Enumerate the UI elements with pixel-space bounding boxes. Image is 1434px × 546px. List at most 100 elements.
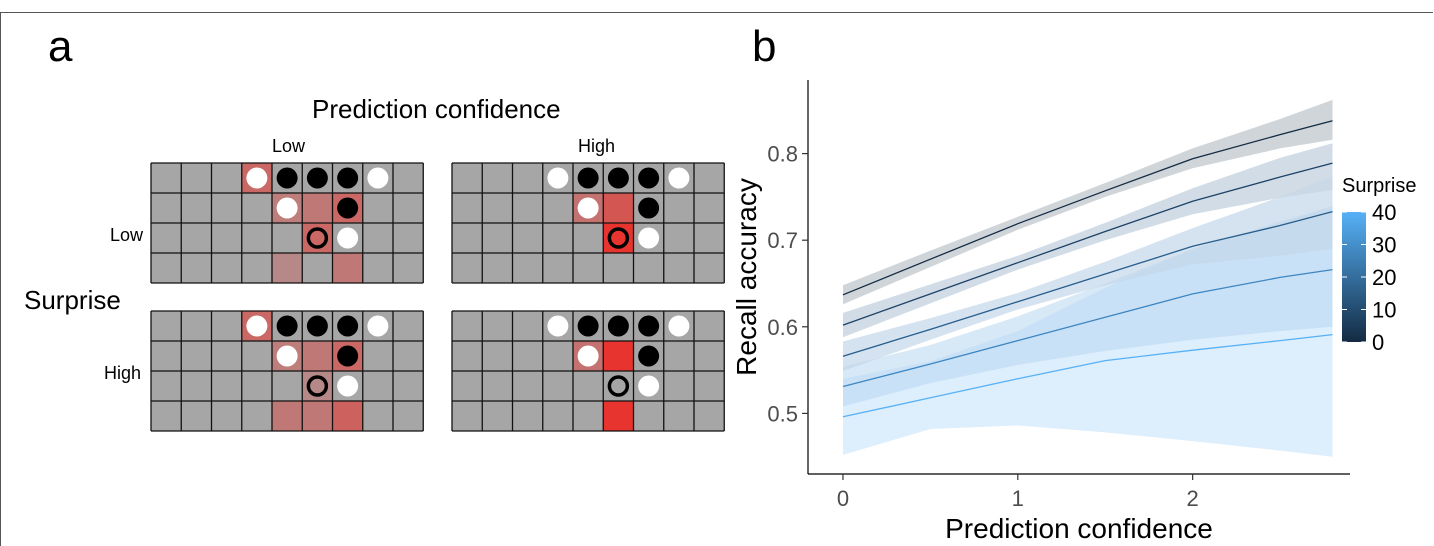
target-ring <box>607 375 630 397</box>
highlighted-cell <box>603 401 634 431</box>
black-disc <box>337 197 359 219</box>
white-disc <box>276 345 298 367</box>
highlighted-cell <box>332 401 363 431</box>
highlighted-cell <box>272 401 303 431</box>
black-disc <box>638 315 660 337</box>
grid-low-confidence-high-surprise <box>150 310 424 432</box>
ci-band-surprise-20 <box>843 176 1333 371</box>
grid-cell <box>512 401 543 431</box>
y-tick-label: 0.6 <box>767 315 798 340</box>
black-disc <box>337 345 359 367</box>
grid-cell <box>241 253 272 283</box>
grid-cell <box>151 253 182 283</box>
panel-a-row-label-high: High <box>104 363 142 383</box>
grid-cell <box>362 223 393 253</box>
x-axis-title: Prediction confidence <box>945 513 1213 544</box>
grid-cell <box>482 223 513 253</box>
grid-cell <box>393 163 424 193</box>
grid-cell <box>542 341 573 371</box>
grid-cell <box>452 311 483 341</box>
panel-a-row-label-low: Low <box>110 225 144 245</box>
grid-cell <box>694 163 725 193</box>
grid-cell <box>482 311 513 341</box>
grid-low-confidence-low-surprise <box>150 162 424 284</box>
grid-cell <box>211 341 242 371</box>
grid-cell <box>272 371 303 401</box>
grid-cell <box>512 311 543 341</box>
grid-cell <box>542 401 573 431</box>
white-disc <box>547 315 569 337</box>
grid-cell <box>482 163 513 193</box>
grid-cell <box>482 341 513 371</box>
white-disc <box>276 197 298 219</box>
grid-cell <box>181 163 212 193</box>
grid-cell <box>482 371 513 401</box>
black-disc <box>306 167 328 189</box>
x-tick-label: 0 <box>837 486 849 511</box>
grid-cell <box>542 223 573 253</box>
grid-cell <box>663 253 694 283</box>
grid-cell <box>272 401 303 431</box>
target-ring <box>306 375 329 397</box>
white-disc <box>668 315 690 337</box>
grid-cell <box>663 371 694 401</box>
ci-band-surprise-10 <box>843 143 1333 338</box>
grid-cell <box>482 401 513 431</box>
grid-cell <box>302 253 333 283</box>
black-disc <box>577 315 599 337</box>
ci-band-surprise-0 <box>843 99 1333 305</box>
grid-cell <box>151 311 182 341</box>
target-ring <box>306 227 329 249</box>
grid-cell <box>694 371 725 401</box>
colorbar-tick-label: 30 <box>1372 233 1396 258</box>
grid-cell <box>151 341 182 371</box>
x-tick-label: 1 <box>1012 486 1024 511</box>
line-surprise-20 <box>842 210 1333 357</box>
grid-cell <box>694 311 725 341</box>
panel-a-column-label-high: High <box>578 136 616 156</box>
white-disc <box>246 167 268 189</box>
grid-cell <box>663 223 694 253</box>
grid-cell <box>211 163 242 193</box>
panel-a-row-title: Surprise <box>24 285 121 315</box>
grid-cell <box>181 223 212 253</box>
grid-cell <box>272 253 303 283</box>
grid-cell <box>512 223 543 253</box>
black-disc <box>638 167 660 189</box>
line-surprise-40 <box>842 333 1333 418</box>
grid-cell <box>181 193 212 223</box>
highlighted-cell <box>302 193 333 223</box>
line-surprise-10 <box>842 162 1333 326</box>
highlighted-cell <box>302 341 333 371</box>
grid-cell <box>241 223 272 253</box>
grid-cell <box>452 371 483 401</box>
grid-cell <box>512 371 543 401</box>
grid-cell <box>362 401 393 431</box>
black-disc <box>337 167 359 189</box>
grid-cell <box>573 401 604 431</box>
black-disc <box>638 345 660 367</box>
black-disc <box>306 315 328 337</box>
grid-cell <box>452 223 483 253</box>
colorbar-tick-label: 0 <box>1372 330 1384 355</box>
colorbar-tick-label: 40 <box>1372 200 1396 225</box>
white-disc <box>577 197 599 219</box>
grid-cell <box>512 163 543 193</box>
grid-cell <box>362 371 393 401</box>
highlighted-cell <box>302 401 333 431</box>
colorbar-tick-label: 10 <box>1372 298 1396 323</box>
grid-cell <box>211 193 242 223</box>
grid-cell <box>573 253 604 283</box>
grid-cell <box>302 193 333 223</box>
white-disc <box>367 167 389 189</box>
grid-cell <box>211 253 242 283</box>
grid-cell <box>663 341 694 371</box>
target-ring <box>607 227 630 249</box>
grid-cell <box>393 371 424 401</box>
grid-cell <box>362 341 393 371</box>
grid-cell <box>302 341 333 371</box>
grid-cell <box>362 253 393 283</box>
grid-cell <box>694 193 725 223</box>
figure-frame <box>0 12 1433 546</box>
y-axis-title: Recall accuracy <box>731 178 762 376</box>
